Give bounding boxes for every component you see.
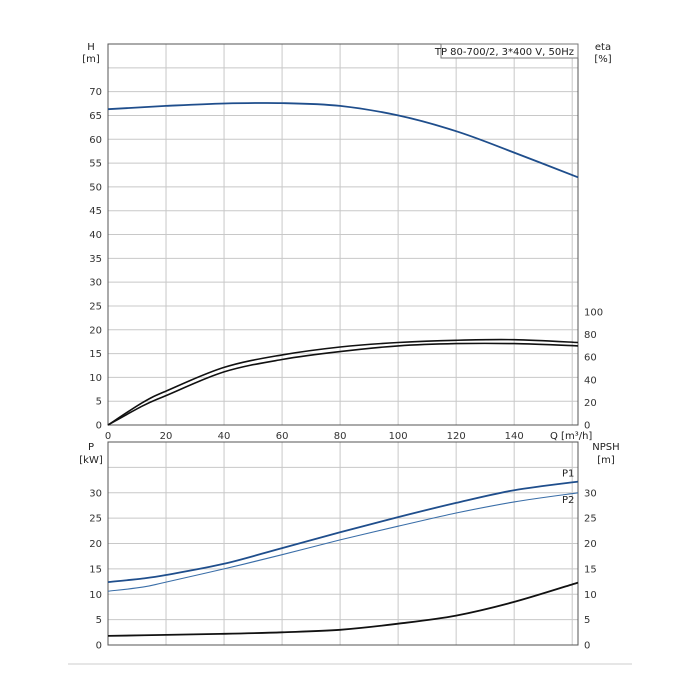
x-tick-label: 100 — [389, 431, 408, 442]
top-y-tick-label: 55 — [89, 159, 102, 170]
x-tick-label: 20 — [160, 431, 173, 442]
x-axis-label: Q [m³/h] — [550, 431, 592, 442]
top-y-tick-label: 20 — [89, 325, 102, 336]
bottom-y2-tick-label: 20 — [584, 539, 597, 550]
x-tick-label: 140 — [505, 431, 524, 442]
bottom-y-tick-label: 10 — [89, 590, 102, 601]
bottom-y2-tick-label: 30 — [584, 488, 597, 499]
title-box — [440, 43, 579, 59]
chart-title: TP 80-700/2, 3*400 V, 50Hz — [434, 47, 574, 58]
top-y-tick-label: 25 — [89, 301, 102, 312]
head-curve — [107, 102, 579, 179]
top-y2-tick-label: 100 — [584, 308, 603, 319]
top-y2-tick-label: 40 — [584, 375, 597, 386]
series-label-p1: P1 — [562, 469, 574, 480]
top-y-tick-label: 60 — [89, 135, 102, 146]
bottom-y2-tick-label: 15 — [584, 564, 597, 575]
top-y-tick-label: 35 — [89, 254, 102, 265]
bottom-y-tick-label: 0 — [96, 641, 102, 652]
top-y2-tick-label: 20 — [584, 398, 597, 409]
x-tick-label: 40 — [218, 431, 231, 442]
bottom-y2-tick-label: 10 — [584, 590, 597, 601]
top-y-tick-label: 45 — [89, 206, 102, 217]
top-y-tick-label: 0 — [96, 421, 102, 432]
y-axis-label-h: H — [87, 42, 95, 53]
top-y-tick-label: 15 — [89, 349, 102, 360]
series-label-p2: P2 — [562, 495, 574, 506]
y-axis-label-p: P — [88, 442, 94, 453]
bottom-y-tick-label: 20 — [89, 539, 102, 550]
top-y-tick-label: 30 — [89, 278, 102, 289]
top-y-tick-label: 50 — [89, 182, 102, 193]
x-tick-label: 60 — [276, 431, 289, 442]
top-y-tick-label: 40 — [89, 230, 102, 241]
bottom-y-tick-label: 30 — [89, 488, 102, 499]
power-curve-p2 — [107, 492, 579, 592]
y-axis-unit-npsh: [m] — [597, 455, 615, 466]
top-y-tick-label: 5 — [96, 397, 102, 408]
x-tick-label: 80 — [334, 431, 347, 442]
y-axis-label-eta: eta — [595, 42, 611, 53]
top-plot-frame — [107, 43, 579, 426]
y-axis-unit-p: [kW] — [79, 455, 103, 466]
bottom-y-tick-label: 5 — [96, 615, 102, 626]
top-y2-tick-label: 0 — [584, 421, 590, 432]
bottom-plot-frame — [107, 441, 579, 646]
efficiency-curve — [107, 342, 579, 426]
top-y-tick-label: 65 — [89, 111, 102, 122]
efficiency-curve — [107, 338, 579, 426]
top-y-tick-label: 70 — [89, 87, 102, 98]
bottom-y2-tick-label: 5 — [584, 615, 590, 626]
bottom-y2-tick-label: 0 — [584, 641, 590, 652]
y-axis-unit-eta: [%] — [594, 54, 611, 65]
top-y2-tick-label: 80 — [584, 330, 597, 341]
bottom-y-tick-label: 15 — [89, 564, 102, 575]
top-y2-tick-label: 60 — [584, 353, 597, 364]
bottom-y2-tick-label: 25 — [584, 514, 597, 525]
x-tick-label: 120 — [447, 431, 466, 442]
y-axis-unit-h: [m] — [82, 54, 100, 65]
power-curve-p1 — [107, 480, 579, 583]
x-tick-label: 0 — [105, 431, 111, 442]
bottom-y-tick-label: 25 — [89, 514, 102, 525]
npsh-curve — [107, 581, 579, 637]
top-y-tick-label: 10 — [89, 373, 102, 384]
y-axis-label-npsh: NPSH — [592, 442, 619, 453]
